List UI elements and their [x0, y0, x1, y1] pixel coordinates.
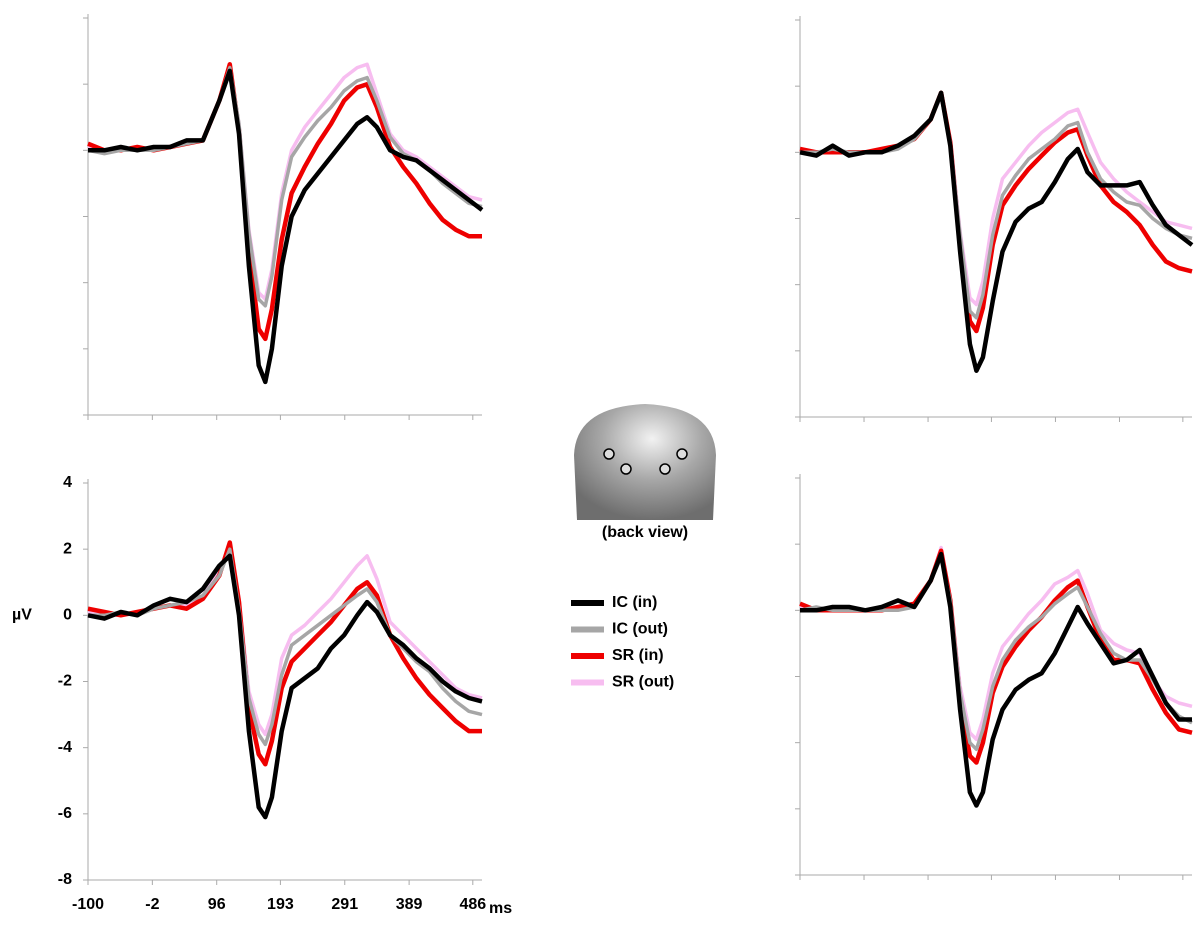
y-tick-label: -4 — [58, 739, 72, 756]
x-tick-label: 486 — [459, 896, 486, 913]
erp-line — [799, 90, 1193, 334]
erp-line — [87, 62, 482, 342]
y-tick-label: -2 — [58, 673, 72, 690]
x-tick-label: 389 — [396, 896, 423, 913]
y-tick-label: -8 — [58, 871, 72, 888]
x-unit-label: ms — [489, 900, 512, 917]
y-tick-label: 2 — [63, 540, 72, 557]
x-tick-label: 96 — [208, 896, 226, 913]
erp-line — [800, 551, 1192, 808]
x-tick-label: -2 — [145, 896, 159, 913]
electrode — [620, 463, 632, 475]
legend-label: IC (out) — [612, 621, 668, 638]
legend-label: IC (in) — [612, 594, 657, 611]
erp-line — [799, 90, 1194, 373]
erp-line — [87, 544, 483, 737]
head-caption: (back view) — [602, 524, 688, 541]
x-tick-label: -100 — [72, 896, 104, 913]
y-tick-label: 4 — [63, 474, 72, 491]
x-tick-label: 193 — [267, 896, 294, 913]
erp-line — [88, 547, 483, 747]
electrode — [676, 448, 688, 460]
y-tick-label: 0 — [63, 607, 72, 624]
head-shape — [574, 404, 716, 520]
electrode — [603, 448, 615, 460]
electrode — [659, 463, 671, 475]
legend-label: SR (out) — [612, 674, 674, 691]
erp-line — [87, 553, 483, 820]
y-axis-label: µV — [12, 607, 32, 624]
erp-line — [799, 545, 1193, 742]
x-tick-label: 291 — [331, 896, 358, 913]
erp-line — [87, 65, 483, 308]
head-map — [574, 404, 716, 520]
legend-label: SR (in) — [612, 647, 664, 664]
y-tick-label: -6 — [58, 805, 72, 822]
erp-line — [88, 68, 484, 385]
